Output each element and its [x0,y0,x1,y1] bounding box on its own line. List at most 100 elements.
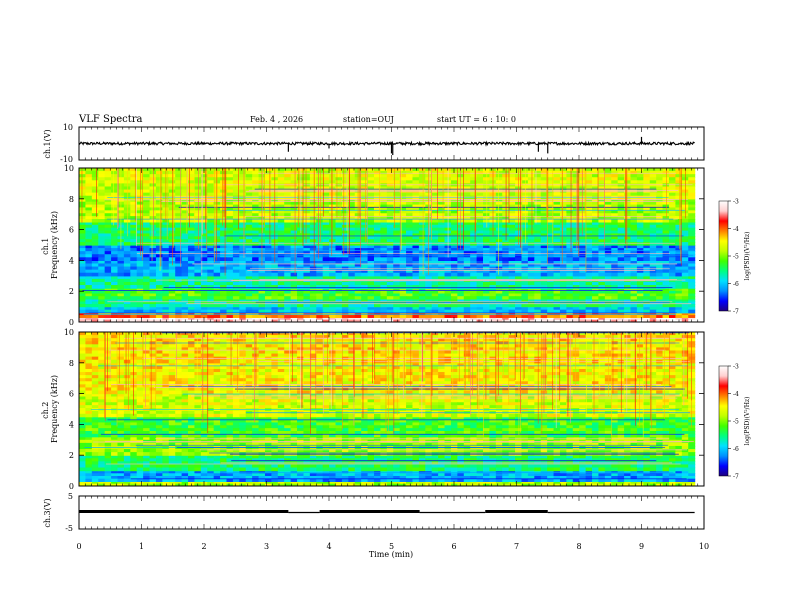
ch1-spec-cell [175,298,183,303]
ch1-spec-cell [322,192,330,197]
ch1-spec-cell [85,219,93,223]
ch1-spec-cell [386,233,394,237]
ch1-spec-cell [521,192,529,197]
ch1-spec-cell [361,174,369,178]
ch1-spec-cell [367,227,375,232]
ch1-spec-cell [425,290,433,295]
ch1-spec-cell [547,177,555,181]
ch1-spec-cell [521,275,529,280]
ch1-spec-cell [207,290,215,295]
ch1-spec-cell [155,192,163,197]
ch1-spec-cell [149,207,157,211]
ch1-spec-cell [104,216,112,220]
ch1-spec-cell [406,275,414,280]
ch1-spec-cell [130,224,138,229]
ch1-spec-cell [688,260,696,265]
ch1-spec-cell [175,319,183,322]
figure-title: VLF Spectra [78,114,143,125]
ch1-spec-cell [143,201,151,206]
ch1-spec-cell [425,213,433,217]
ch1-spec-cell [656,198,664,203]
ch1-spec-cell [489,317,497,321]
ch1-spec-cell [502,242,510,246]
ch1-spec-cell [406,224,414,229]
ch1-spec-cell [572,285,580,289]
ch1-spec-cell [380,239,388,243]
ch1-spec-cell [309,242,317,246]
ch1-spec-cell [438,248,446,252]
ch1-spec-cell [515,290,523,295]
ch1-spec-cell [277,213,285,217]
ch1-spec-cell [598,248,606,252]
ch1-spec-cell [553,281,561,286]
ch1-spec-cell [361,210,369,214]
ch1-spec-cell [495,219,503,223]
ch1-spec-cell [476,210,484,214]
ch1-spec-cell [245,254,253,258]
ch1-spec-cell [463,272,471,277]
ch1-spec-cell [303,293,311,297]
ch1-spec-cell [534,306,542,311]
ch1-spec-cell [239,180,247,184]
ch1-spec-cell [515,260,523,265]
ch1-spec-cell [425,177,433,181]
ch1-spec-cell [322,272,330,277]
ch1-spec-cell [412,198,420,203]
ch1-spec-cell [393,263,401,268]
ch1-spec-cell [592,317,600,321]
ch1-spec-cell [502,293,510,297]
ch1-spec-cell [277,298,285,303]
ch1-spec-cell [188,298,196,303]
ch1-spec-cell [188,309,196,314]
ch1-spec-cell [681,285,689,289]
ch1-spec-cell [418,239,426,243]
ch1-spec-cell [341,315,349,318]
ch1-spec-cell [335,317,343,321]
ch1-spec-cell [188,224,196,229]
ch1-spec-cell [277,177,285,181]
ch1-spec-cell [431,183,439,188]
ch1-spec-cell [258,298,266,303]
ch1-spec-cell [656,298,664,303]
ch1-spec-cell [675,260,683,265]
ch1-spec-cell [495,221,503,226]
ch1-spec-cell [592,230,600,235]
ch1-spec-cell [361,285,369,289]
ch1-spec-cell [348,296,356,300]
ch1-spec-cell [617,317,625,321]
ch1-spec-cell [136,315,144,318]
ch1-spec-cell [534,174,542,178]
ch1-spec-cell [566,272,574,277]
ch1-spec-cell [611,186,619,191]
ch1-spec-cell [207,221,215,226]
ch1-spec-cell [483,281,491,286]
ch1-spec-cell [290,192,298,197]
ch1-spec-cell [264,180,272,184]
ch1-spec-cell [386,242,394,246]
ch1-spec-cell [668,301,676,305]
ch1-spec-cell [130,301,138,305]
ch1-spec-cell [515,309,523,314]
ch1-spec-cell [457,298,465,303]
ch1-spec-cell [457,254,465,258]
ch1-spec-cell [367,221,375,226]
ch1-spec-cell [630,275,638,280]
ch1-spec-cell [130,174,138,178]
ch1-spec-cell [297,298,305,303]
ch1-spec-cell [155,180,163,184]
ch1-spec-cell [649,263,657,268]
ch1-spec-cell [630,319,638,322]
ch1-spec-cell [322,242,330,246]
ch1-spec-cell [463,201,471,206]
ch1-spec-cell [130,296,138,300]
ch1-spec-cell [463,242,471,246]
ch1-spec-cell [348,309,356,314]
ch1-spec-cell [566,168,574,172]
ch1-spec-cell [604,221,612,226]
ch1-spec-cell [149,201,157,206]
ch1-spec-cell [136,168,144,172]
ch1-spec-cell [123,306,131,311]
ch1-spec-cell [534,309,542,314]
ch1-spec-cell [297,293,305,297]
ch1-spec-cell [207,275,215,280]
